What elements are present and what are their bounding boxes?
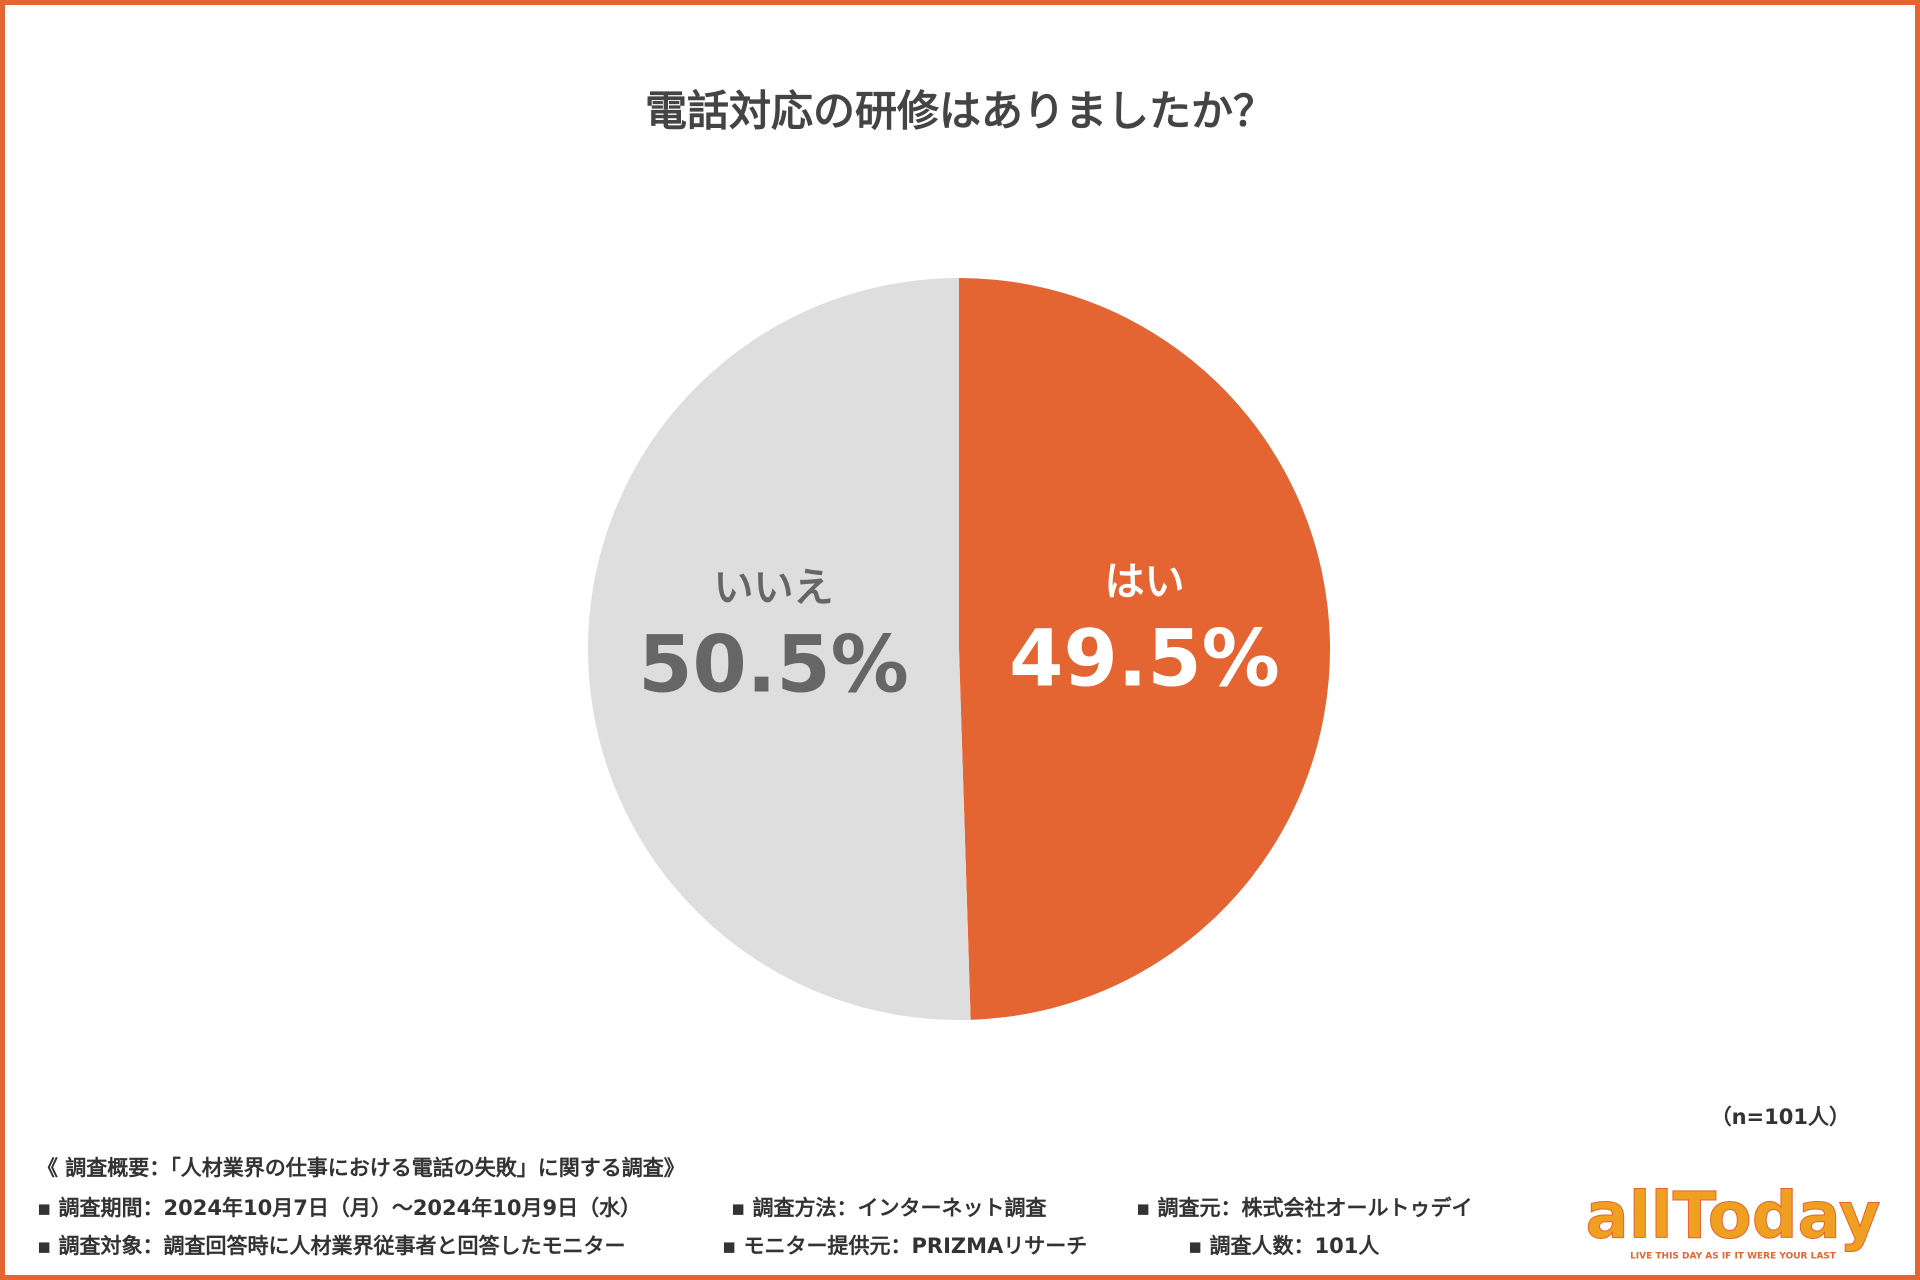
survey-heading: 《 調査概要：「人材業界の仕事における電話の失敗」に関する調査》 — [37, 1156, 685, 1180]
pie-slice — [959, 278, 1331, 1020]
pie: はい 49.5% いいえ 50.5% — [588, 278, 1331, 1020]
survey-note: ▪ 調査期間：2024年10月7日（月）～2024年10月9日（水） — [37, 1196, 641, 1220]
survey-notes: ▪ 調査期間：2024年10月7日（月）～2024年10月9日（水） ▪ 調査方法… — [37, 1196, 1473, 1258]
logo-tagline: LIVE THIS DAY AS IF IT WERE YOUR LAST — [1630, 1252, 1837, 1262]
logo-name: allToday — [1586, 1180, 1881, 1254]
chart-title: 電話対応の研修はありましたか？ — [645, 87, 1275, 136]
slice-value-label: 49.5% — [1009, 615, 1280, 705]
survey-note: ▪ モニター提供元：PRIZMAリサーチ — [722, 1234, 1087, 1258]
survey-note: ▪ 調査元：株式会社オールトゥデイ — [1136, 1196, 1473, 1220]
survey-note: ▪ 調査人数：101人 — [1188, 1234, 1379, 1258]
survey-note: ▪ 調査方法：インターネット調査 — [731, 1196, 1047, 1220]
slice-category: はい — [1104, 559, 1184, 605]
slice-category: いいえ — [714, 565, 834, 611]
pie-slice — [588, 278, 971, 1020]
survey-note: ▪ 調査対象：調査回答時に人材業界従事者と回答したモニター — [37, 1234, 626, 1258]
slice-value-label: 50.5% — [638, 620, 909, 710]
sample-size: （n=101人） — [1711, 1105, 1850, 1129]
